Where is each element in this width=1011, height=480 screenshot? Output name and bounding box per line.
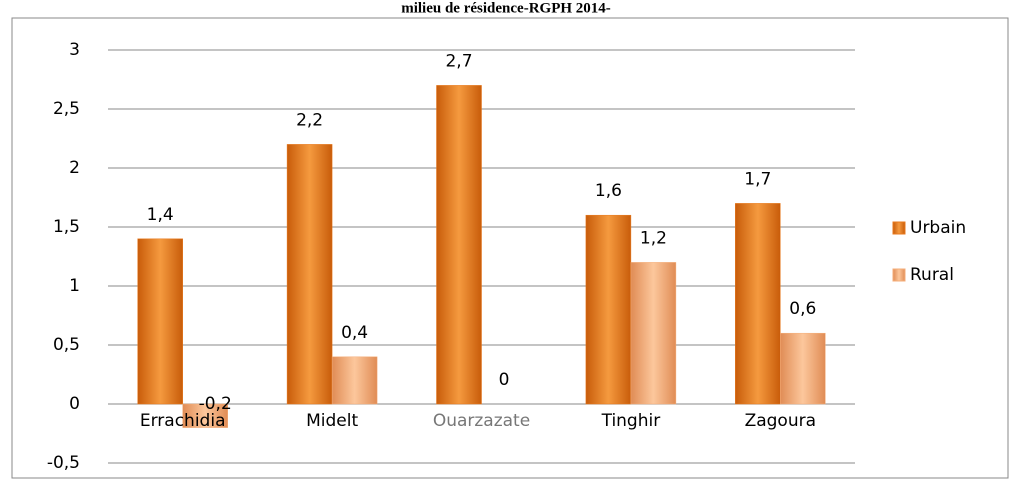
value-label: 2,2 <box>296 110 323 130</box>
chart-border <box>11 17 1009 479</box>
y-tick-label: 2 <box>69 158 80 178</box>
value-label: 1,6 <box>595 181 622 201</box>
bar <box>137 238 183 405</box>
value-label: 2,7 <box>445 51 472 71</box>
y-tick-label: 3 <box>69 40 80 60</box>
y-tick-label: 0,5 <box>53 335 80 355</box>
bar <box>630 262 677 405</box>
y-tick-label: -0,5 <box>47 453 80 473</box>
value-label: 1,4 <box>147 205 174 225</box>
chart-title: milieu de résidence-RGPH 2014- <box>401 0 611 16</box>
y-tick-label: 1 <box>69 276 80 296</box>
bar <box>780 332 826 405</box>
x-tick-label: Errachidia <box>140 411 226 431</box>
bar <box>585 214 632 405</box>
bar <box>735 203 781 405</box>
legend-swatch <box>892 221 906 235</box>
legend-label: Urbain <box>910 218 966 238</box>
x-tick-label: Zagoura <box>745 411 816 431</box>
value-label: 0 <box>499 370 510 390</box>
y-tick-label: 0 <box>69 394 80 414</box>
value-label: 0,6 <box>789 299 816 319</box>
bar <box>331 356 378 405</box>
value-label: 1,7 <box>744 169 771 189</box>
value-label: 0,4 <box>341 323 368 343</box>
x-tick-label: Ouarzazate <box>433 411 530 431</box>
x-tick-label: Midelt <box>306 411 358 431</box>
y-tick-label: 2,5 <box>53 99 80 119</box>
legend-label: Rural <box>910 265 954 285</box>
value-label: 1,2 <box>640 228 667 248</box>
bar <box>286 144 333 405</box>
x-tick-label: Tinghir <box>601 411 661 431</box>
value-label: -0,2 <box>199 394 232 414</box>
bar <box>436 85 482 405</box>
bar <box>182 403 228 428</box>
y-tick-label: 1,5 <box>53 217 80 237</box>
legend-swatch <box>892 268 906 282</box>
